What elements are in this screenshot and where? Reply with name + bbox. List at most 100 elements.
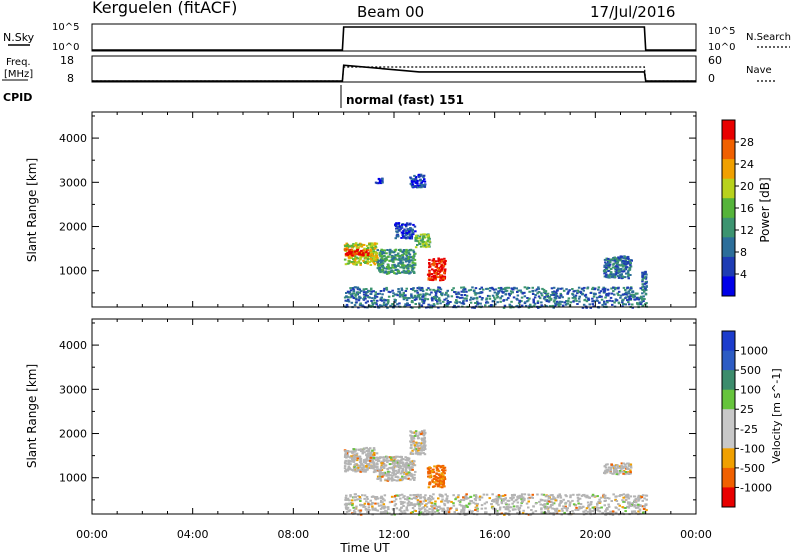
- echo-pixel: [369, 248, 373, 251]
- echo-pixel: [411, 267, 415, 270]
- echo-pixel: [411, 476, 415, 479]
- echo-pixel: [467, 497, 470, 500]
- echo-pixel: [371, 449, 374, 452]
- colorbar-swatch: [722, 389, 735, 410]
- echo-pixel: [404, 498, 407, 501]
- echo-pixel: [628, 266, 631, 269]
- echo-pixel: [612, 286, 615, 289]
- echo-pixel: [383, 471, 387, 474]
- echo-pixel: [531, 286, 534, 289]
- echo-pixel: [366, 455, 370, 458]
- echo-pixel: [384, 304, 388, 307]
- echo-pixel: [353, 466, 357, 469]
- echo-pixel: [358, 242, 362, 245]
- echo-pixel: [430, 297, 434, 300]
- echo-pixel: [556, 496, 560, 499]
- echo-pixel: [413, 503, 417, 506]
- echo-pixel: [426, 498, 430, 501]
- echo-pixel: [600, 506, 603, 509]
- echo-pixel: [414, 184, 418, 187]
- echo-pixel: [621, 264, 624, 266]
- echo-pixel: [375, 295, 379, 298]
- echo-pixel: [437, 276, 440, 279]
- echo-pixel: [608, 264, 611, 267]
- colorbar-tick-label: 12: [740, 224, 754, 237]
- colorbar-swatch: [722, 256, 735, 277]
- echo-pixel: [434, 483, 438, 486]
- power-colorbar-label: Power [dB]: [758, 177, 772, 242]
- echo-pixel: [403, 232, 407, 235]
- echo-pixel: [411, 231, 414, 234]
- echo-pixel: [560, 294, 563, 297]
- echo-pixel: [641, 494, 645, 497]
- echo-pixel: [615, 506, 618, 509]
- echo-pixel: [507, 503, 511, 506]
- echo-pixel: [527, 306, 531, 309]
- echo-pixel: [623, 260, 627, 263]
- echo-pixel: [376, 292, 380, 295]
- echo-pixel: [390, 467, 393, 470]
- echo-pixel: [393, 479, 396, 482]
- echo-pixel: [511, 502, 514, 505]
- echo-pixel: [365, 464, 368, 467]
- echo-pixel: [527, 500, 530, 503]
- echo-pixel: [416, 179, 419, 182]
- echo-pixel: [625, 266, 629, 269]
- echo-pixel: [350, 499, 354, 502]
- echo-pixel: [408, 261, 411, 264]
- echo-pixel: [551, 501, 555, 504]
- echo-pixel: [405, 287, 408, 290]
- echo-pixel: [437, 511, 440, 514]
- echo-pixel: [631, 306, 634, 309]
- echo-pixel: [629, 472, 632, 475]
- echo-pixel: [410, 435, 413, 438]
- echo-pixel: [617, 275, 620, 278]
- echo-pixel: [387, 267, 391, 270]
- echo-pixel: [352, 467, 356, 470]
- echo-pixel: [393, 495, 397, 497]
- echo-pixel: [344, 454, 347, 457]
- echo-pixel: [407, 259, 410, 262]
- echo-pixel: [382, 505, 385, 508]
- echo-pixel: [423, 240, 426, 243]
- echo-pixel: [344, 469, 348, 472]
- echo-pixel: [368, 452, 371, 455]
- colorbar-swatch: [722, 159, 735, 180]
- echo-pixel: [400, 465, 403, 468]
- echo-pixel: [391, 251, 394, 254]
- echo-pixel: [503, 287, 506, 290]
- echo-pixel: [574, 504, 577, 507]
- echo-pixel: [372, 261, 376, 264]
- echo-pixel: [608, 299, 612, 302]
- echo-pixel: [432, 485, 435, 488]
- echo-pixel: [462, 290, 466, 293]
- echo-pixel: [441, 509, 444, 512]
- echo-pixel: [603, 472, 607, 475]
- echo-pixel: [366, 508, 369, 511]
- echo-pixel: [441, 498, 444, 501]
- echo-pixel: [405, 267, 409, 270]
- echo-pixel: [373, 243, 377, 246]
- time-tick-label: 16:00: [479, 528, 511, 541]
- echo-pixel: [634, 292, 638, 295]
- echo-pixel: [437, 286, 440, 289]
- echo-pixel: [496, 301, 499, 304]
- echo-pixel: [416, 291, 419, 294]
- echo-pixel: [460, 510, 463, 513]
- echo-pixel: [619, 296, 622, 299]
- echo-pixel: [399, 472, 402, 475]
- echo-pixel: [578, 497, 582, 500]
- echo-pixel: [633, 295, 637, 298]
- echo-pixel: [603, 266, 606, 268]
- echo-pixel: [369, 453, 373, 456]
- echo-pixel: [352, 260, 356, 263]
- echo-pixel: [354, 453, 357, 456]
- echo-pixel: [624, 496, 627, 498]
- echo-pixel: [369, 461, 372, 464]
- echo-pixel: [495, 498, 498, 501]
- echo-pixel: [391, 471, 394, 474]
- echo-pixel: [378, 457, 381, 460]
- echo-pixel: [394, 248, 398, 251]
- echo-pixel: [418, 298, 422, 301]
